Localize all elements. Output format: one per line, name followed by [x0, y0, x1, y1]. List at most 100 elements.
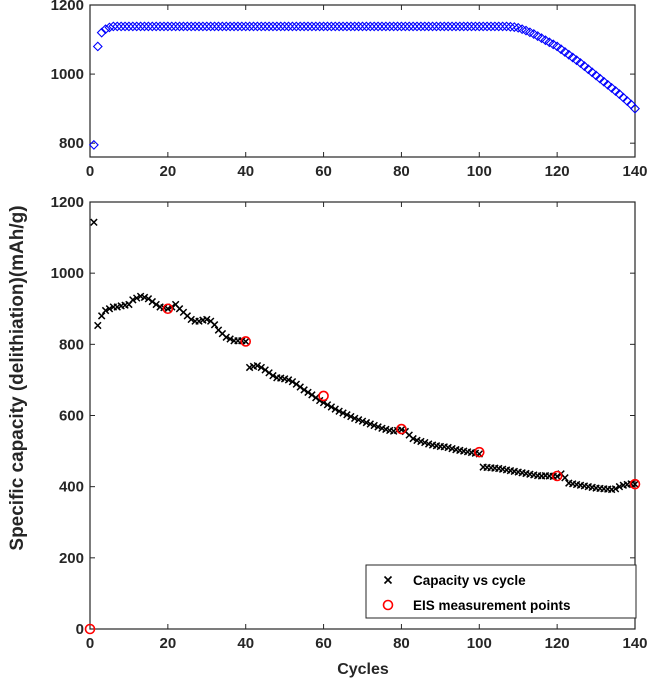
data-point-x	[105, 305, 114, 313]
data-point-x	[323, 401, 332, 409]
data-point-diamond	[330, 21, 341, 32]
bot-x-tick-label: 20	[160, 635, 177, 652]
bot-y-tick-label: 1000	[51, 265, 84, 282]
data-point-diamond	[345, 21, 356, 32]
data-point-diamond	[287, 21, 298, 32]
data-point-diamond	[322, 21, 333, 32]
data-point-x	[631, 480, 639, 488]
data-point-x	[253, 361, 262, 370]
x-axis-label: Cycles	[337, 661, 389, 678]
data-point-diamond	[155, 21, 166, 32]
bottom-axes: 0 20 40 60 80 100 120 140020040060080010001200 …	[51, 194, 648, 652]
data-point-diamond	[221, 21, 232, 32]
data-point-diamond	[170, 21, 181, 32]
data-point-diamond	[151, 21, 162, 32]
bot-y-tick-label: 600	[59, 408, 84, 425]
data-point-diamond	[225, 21, 236, 32]
data-point-x	[347, 412, 355, 421]
data-point-x	[611, 485, 620, 493]
data-point-x	[152, 300, 160, 309]
data-point-diamond	[559, 47, 570, 57]
data-point-diamond	[349, 21, 360, 32]
data-point-diamond	[236, 21, 247, 32]
bot-y-tick-label: 200	[59, 550, 84, 567]
data-point-diamond	[489, 21, 500, 32]
data-point-diamond	[201, 21, 212, 32]
top-x-tick-label: 80	[393, 163, 410, 180]
top-plot-frame	[89, 4, 636, 158]
data-point-diamond	[579, 61, 590, 72]
bot-x-tick-label: 120	[545, 635, 570, 652]
data-point-diamond	[408, 21, 419, 32]
bottom-plot-frame	[89, 201, 636, 630]
data-point-diamond	[135, 21, 146, 32]
data-point-x	[327, 403, 336, 411]
bot-y-tick-label: 0	[76, 621, 84, 638]
data-point-diamond	[431, 21, 442, 32]
data-point-diamond	[380, 21, 391, 32]
data-point-x	[101, 306, 110, 315]
data-point-diamond	[610, 86, 621, 96]
data-point-diamond	[88, 139, 99, 150]
data-point-diamond	[552, 41, 563, 52]
data-point-diamond	[326, 21, 337, 32]
data-point-diamond	[264, 21, 275, 32]
data-point-diamond	[412, 21, 422, 32]
bot-x-tick-label: 140	[622, 635, 647, 652]
data-point-x	[315, 396, 324, 405]
top-y-tick-label: 1200	[51, 0, 84, 14]
data-point-diamond	[482, 21, 493, 32]
data-point-diamond	[194, 21, 204, 32]
data-point-diamond	[427, 21, 438, 32]
data-point-diamond	[143, 21, 154, 32]
data-point-diamond	[454, 21, 465, 32]
data-point-diamond	[100, 24, 111, 35]
bot-x-tick-label: 0	[86, 635, 94, 652]
bot-y-tick-label: 800	[59, 336, 84, 353]
eis-point-circle	[473, 446, 485, 458]
data-point-diamond	[384, 21, 395, 32]
data-point-diamond	[186, 21, 197, 32]
top-axes: 0 20 40 60 80 100 120 140 800 1000 1200	[51, 0, 648, 180]
data-point-diamond	[505, 21, 516, 32]
data-point-diamond	[447, 21, 458, 32]
data-point-x	[284, 376, 293, 384]
data-point-diamond	[376, 21, 387, 32]
data-point-diamond	[279, 21, 290, 32]
bot-x-tick-label: 40	[237, 635, 254, 652]
data-point-diamond	[318, 21, 329, 32]
data-point-diamond	[415, 21, 426, 32]
top-x-tick-label: 140	[622, 163, 647, 180]
data-point-diamond	[493, 21, 504, 32]
data-point-diamond	[174, 21, 185, 32]
data-point-x	[300, 386, 308, 394]
y-axis-label: Specific capacity (delithiation)(mAh/g)	[7, 205, 28, 550]
data-point-x	[132, 294, 141, 302]
legend-capacity-label: Capacity vs cycle	[413, 573, 526, 588]
data-point-x	[257, 363, 266, 372]
data-point-diamond	[341, 21, 352, 32]
data-point-diamond	[229, 21, 240, 32]
data-point-diamond	[497, 21, 508, 32]
data-point-diamond	[458, 21, 469, 32]
data-point-diamond	[314, 21, 325, 32]
data-point-diamond	[485, 21, 496, 32]
data-point-diamond	[178, 21, 189, 32]
data-point-x	[129, 296, 137, 304]
data-point-diamond	[462, 21, 473, 32]
top-x-tick-label: 120	[545, 163, 570, 180]
bot-x-tick-label: 60	[315, 635, 332, 652]
data-point-x	[304, 388, 312, 397]
data-point-x	[164, 305, 172, 313]
data-point-diamond	[96, 27, 107, 38]
data-point-diamond	[104, 22, 115, 33]
data-point-diamond	[419, 21, 430, 32]
data-point-diamond	[190, 21, 201, 32]
data-point-diamond	[108, 21, 119, 32]
data-point-diamond	[267, 21, 278, 32]
data-point-diamond	[162, 21, 173, 32]
top-x-tick-label: 20	[160, 163, 177, 180]
data-point-x	[94, 321, 102, 330]
data-point-x	[339, 409, 347, 417]
